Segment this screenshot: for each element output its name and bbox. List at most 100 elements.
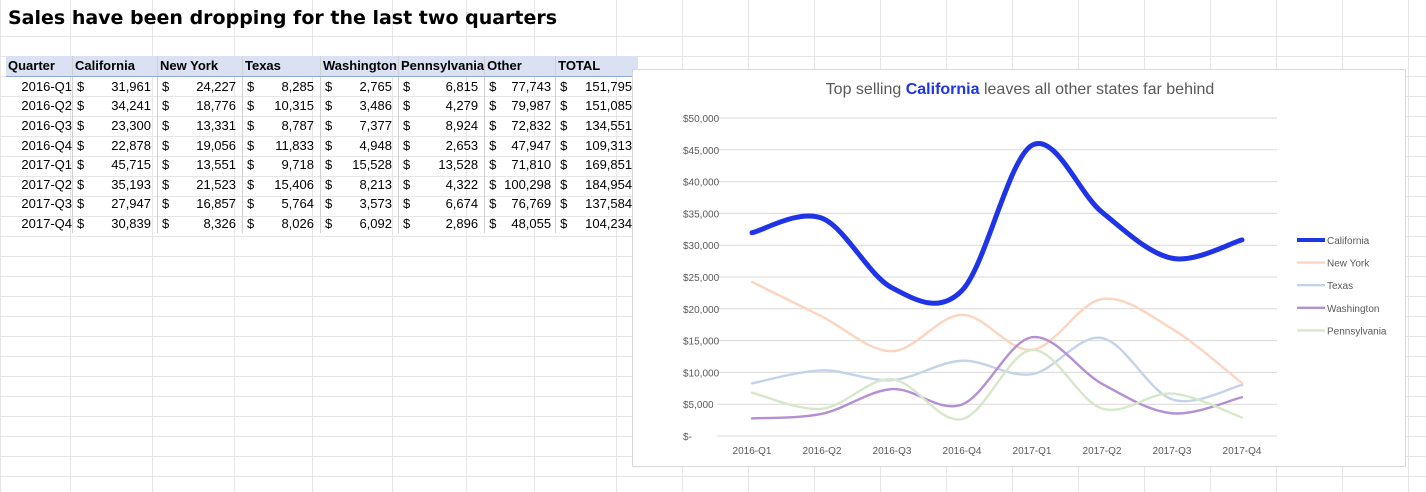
legend-label: Texas xyxy=(1327,281,1353,292)
cell-amount: 2,896 xyxy=(445,216,479,232)
cell-value[interactable]: $4,322 xyxy=(397,174,485,195)
y-tick-label: $30,000 xyxy=(683,241,720,252)
cell-value[interactable]: $23,300 xyxy=(72,115,158,136)
header-quarter[interactable]: Quarter xyxy=(6,56,73,77)
currency-symbol: $ xyxy=(403,118,411,134)
cell-value[interactable]: $24,227 xyxy=(157,76,243,97)
cell-value[interactable]: $6,815 xyxy=(397,76,485,97)
cell-amount: 184,954 xyxy=(585,176,633,192)
cell-quarter[interactable]: 2017-Q4 xyxy=(21,216,72,232)
cell-quarter[interactable]: 2017-Q3 xyxy=(21,196,72,212)
cell-amount: 100,298 xyxy=(504,176,552,192)
cell-value[interactable]: $31,961 xyxy=(72,76,158,97)
cell-value[interactable]: $13,331 xyxy=(157,115,243,136)
header-other[interactable]: Other xyxy=(484,56,556,77)
cell-value[interactable]: $15,528 xyxy=(320,154,399,175)
cell-value[interactable]: $151,795 xyxy=(555,76,639,97)
cell-quarter[interactable]: 2016-Q3 xyxy=(21,118,72,134)
cell-value[interactable]: $104,234 xyxy=(555,213,639,234)
cell-value[interactable]: $30,839 xyxy=(72,213,158,234)
cell-value[interactable]: $11,833 xyxy=(242,135,321,155)
cell-value[interactable]: $2,765 xyxy=(320,76,399,97)
cell-value[interactable]: $8,326 xyxy=(157,213,243,234)
currency-symbol: $ xyxy=(560,78,568,94)
cell-amount: 24,227 xyxy=(196,78,236,94)
cell-value[interactable]: $3,573 xyxy=(320,194,399,214)
cell-value[interactable]: $22,878 xyxy=(72,135,158,155)
header-washington[interactable]: Washington xyxy=(320,56,399,77)
header-pennsylvania[interactable]: Pennsylvania xyxy=(397,56,485,77)
cell-value[interactable]: $8,026 xyxy=(242,213,321,234)
cell-amount: 19,056 xyxy=(196,137,236,153)
cell-value[interactable]: $15,406 xyxy=(242,174,321,195)
cell-value[interactable]: $9,718 xyxy=(242,154,321,175)
y-tick-label: $40,000 xyxy=(683,178,720,189)
currency-symbol: $ xyxy=(247,118,255,134)
currency-symbol: $ xyxy=(489,78,497,94)
cell-value[interactable]: $169,851 xyxy=(555,154,639,175)
cell-amount: 151,795 xyxy=(585,78,633,94)
cell-value[interactable]: $2,653 xyxy=(397,135,485,155)
header-california[interactable]: California xyxy=(72,56,158,77)
header-new-york[interactable]: New York xyxy=(157,56,243,77)
cell-value[interactable]: $7,377 xyxy=(320,115,399,136)
cell-value[interactable]: $6,092 xyxy=(320,213,399,234)
cell-quarter[interactable]: 2017-Q1 xyxy=(21,157,72,173)
cell-value[interactable]: $151,085 xyxy=(555,96,639,116)
y-tick-label: $35,000 xyxy=(683,209,720,220)
currency-symbol: $ xyxy=(247,78,255,94)
cell-value[interactable]: $48,055 xyxy=(484,213,556,234)
header-texas[interactable]: Texas xyxy=(242,56,321,77)
cell-value[interactable]: $72,832 xyxy=(484,115,556,136)
cell-quarter[interactable]: 2016-Q2 xyxy=(21,98,72,114)
cell-value[interactable]: $71,810 xyxy=(484,154,556,175)
cell-value[interactable]: $8,924 xyxy=(397,115,485,136)
cell-value[interactable]: $4,948 xyxy=(320,135,399,155)
currency-symbol: $ xyxy=(77,78,85,94)
cell-quarter[interactable]: 2016-Q1 xyxy=(21,78,72,94)
cell-value[interactable]: $19,056 xyxy=(157,135,243,155)
currency-symbol: $ xyxy=(77,157,85,173)
y-tick-label: $10,000 xyxy=(683,368,720,379)
currency-symbol: $ xyxy=(162,216,170,232)
cell-value[interactable]: $76,769 xyxy=(484,194,556,214)
cell-amount: 31,961 xyxy=(111,78,151,94)
cell-value[interactable]: $8,213 xyxy=(320,174,399,195)
cell-value[interactable]: $2,896 xyxy=(397,213,485,234)
cell-value[interactable]: $4,279 xyxy=(397,96,485,116)
cell-value[interactable]: $21,523 xyxy=(157,174,243,195)
header-total[interactable]: TOTAL xyxy=(555,56,639,77)
cell-value[interactable]: $137,584 xyxy=(555,194,639,214)
sales-chart[interactable]: Top selling California leaves all other … xyxy=(632,69,1406,467)
cell-value[interactable]: $8,787 xyxy=(242,115,321,136)
cell-value[interactable]: $10,315 xyxy=(242,96,321,116)
cell-value[interactable]: $45,715 xyxy=(72,154,158,175)
cell-value[interactable]: $34,241 xyxy=(72,96,158,116)
cell-value[interactable]: $18,776 xyxy=(157,96,243,116)
cell-quarter[interactable]: 2017-Q2 xyxy=(21,176,72,192)
cell-value[interactable]: $6,674 xyxy=(397,194,485,214)
cell-value[interactable]: $134,551 xyxy=(555,115,639,136)
cell-value[interactable]: $27,947 xyxy=(72,194,158,214)
cell-value[interactable]: $100,298 xyxy=(484,174,556,195)
currency-symbol: $ xyxy=(325,157,333,173)
currency-symbol: $ xyxy=(560,118,568,134)
cell-value[interactable]: $8,285 xyxy=(242,76,321,97)
cell-value[interactable]: $79,987 xyxy=(484,96,556,116)
currency-symbol: $ xyxy=(325,216,333,232)
cell-value[interactable]: $3,486 xyxy=(320,96,399,116)
cell-value[interactable]: $16,857 xyxy=(157,194,243,214)
cell-value[interactable]: $184,954 xyxy=(555,174,639,195)
cell-value[interactable]: $109,313 xyxy=(555,135,639,155)
cell-value[interactable]: $13,528 xyxy=(397,154,485,175)
cell-value[interactable]: $47,947 xyxy=(484,135,556,155)
cell-quarter[interactable]: 2016-Q4 xyxy=(21,137,72,153)
cell-value[interactable]: $5,764 xyxy=(242,194,321,214)
currency-symbol: $ xyxy=(403,137,411,153)
cell-value[interactable]: $13,551 xyxy=(157,154,243,175)
currency-symbol: $ xyxy=(162,176,170,192)
cell-value[interactable]: $35,193 xyxy=(72,174,158,195)
chart-title-highlight: California xyxy=(905,81,980,98)
currency-symbol: $ xyxy=(77,196,85,212)
cell-value[interactable]: $77,743 xyxy=(484,76,556,97)
